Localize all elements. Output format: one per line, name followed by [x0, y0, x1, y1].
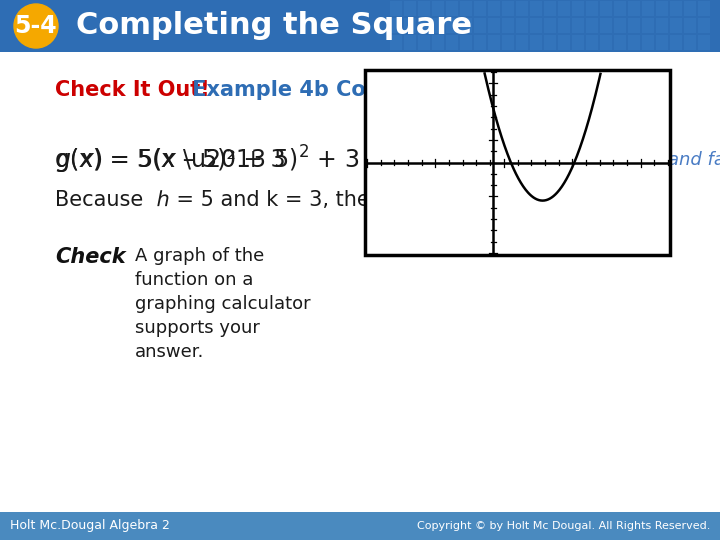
Text: Example 4b Continued: Example 4b Continued [185, 80, 456, 100]
FancyBboxPatch shape [502, 35, 514, 50]
Text: Check: Check [55, 247, 125, 267]
FancyBboxPatch shape [586, 18, 598, 33]
FancyBboxPatch shape [446, 1, 458, 16]
FancyBboxPatch shape [446, 18, 458, 33]
FancyBboxPatch shape [600, 18, 612, 33]
FancyBboxPatch shape [418, 35, 430, 50]
FancyBboxPatch shape [684, 18, 696, 33]
FancyBboxPatch shape [614, 18, 626, 33]
FancyBboxPatch shape [628, 35, 640, 50]
FancyBboxPatch shape [474, 35, 486, 50]
Text: Check It Out!: Check It Out! [55, 80, 210, 100]
FancyBboxPatch shape [474, 1, 486, 16]
FancyBboxPatch shape [628, 1, 640, 16]
FancyBboxPatch shape [698, 1, 710, 16]
FancyBboxPatch shape [558, 35, 570, 50]
FancyBboxPatch shape [390, 35, 402, 50]
FancyBboxPatch shape [460, 18, 472, 33]
FancyBboxPatch shape [460, 35, 472, 50]
Text: supports your: supports your [135, 319, 260, 337]
FancyBboxPatch shape [586, 1, 598, 16]
FancyBboxPatch shape [586, 35, 598, 50]
FancyBboxPatch shape [684, 1, 696, 16]
FancyBboxPatch shape [404, 35, 416, 50]
FancyBboxPatch shape [516, 1, 528, 16]
FancyBboxPatch shape [516, 18, 528, 33]
FancyBboxPatch shape [572, 18, 584, 33]
FancyBboxPatch shape [530, 18, 542, 33]
FancyBboxPatch shape [0, 0, 720, 52]
FancyBboxPatch shape [684, 35, 696, 50]
FancyBboxPatch shape [488, 18, 500, 33]
FancyBboxPatch shape [698, 35, 710, 50]
FancyBboxPatch shape [432, 35, 444, 50]
FancyBboxPatch shape [432, 1, 444, 16]
FancyBboxPatch shape [502, 1, 514, 16]
Text: answer.: answer. [135, 343, 204, 361]
FancyBboxPatch shape [558, 1, 570, 16]
Text: Because  ℎ = 5 and k = 3, the vertex is (5, 3).: Because ℎ = 5 and k = 3, the vertex is (… [55, 190, 536, 210]
FancyBboxPatch shape [446, 35, 458, 50]
FancyBboxPatch shape [390, 1, 402, 16]
FancyBboxPatch shape [614, 1, 626, 16]
FancyBboxPatch shape [488, 35, 500, 50]
FancyBboxPatch shape [656, 18, 668, 33]
FancyBboxPatch shape [572, 35, 584, 50]
Text: Simplify and factor.: Simplify and factor. [590, 151, 720, 169]
FancyBboxPatch shape [600, 1, 612, 16]
FancyBboxPatch shape [614, 35, 626, 50]
FancyBboxPatch shape [670, 1, 682, 16]
FancyBboxPatch shape [404, 18, 416, 33]
FancyBboxPatch shape [390, 18, 402, 33]
FancyBboxPatch shape [488, 1, 500, 16]
Text: Holt Mc.Dougal Algebra 2: Holt Mc.Dougal Algebra 2 [10, 519, 170, 532]
FancyBboxPatch shape [404, 1, 416, 16]
FancyBboxPatch shape [558, 18, 570, 33]
Text: $g$($x$) = 5($x$ \u2013 5)$^2$ + 3: $g$($x$) = 5($x$ \u2013 5)$^2$ + 3 [55, 144, 359, 176]
FancyBboxPatch shape [418, 1, 430, 16]
FancyBboxPatch shape [544, 35, 556, 50]
Text: 5-4: 5-4 [14, 14, 58, 38]
FancyBboxPatch shape [656, 1, 668, 16]
FancyBboxPatch shape [642, 1, 654, 16]
FancyBboxPatch shape [642, 35, 654, 50]
FancyBboxPatch shape [474, 18, 486, 33]
Circle shape [14, 4, 58, 48]
FancyBboxPatch shape [530, 1, 542, 16]
FancyBboxPatch shape [544, 1, 556, 16]
FancyBboxPatch shape [698, 18, 710, 33]
FancyBboxPatch shape [418, 18, 430, 33]
FancyBboxPatch shape [656, 35, 668, 50]
Text: Copyright © by Holt Mc Dougal. All Rights Reserved.: Copyright © by Holt Mc Dougal. All Right… [417, 521, 710, 531]
Text: A graph of the: A graph of the [135, 247, 264, 265]
FancyBboxPatch shape [600, 35, 612, 50]
Text: function on a: function on a [135, 271, 253, 289]
FancyBboxPatch shape [642, 18, 654, 33]
FancyBboxPatch shape [670, 35, 682, 50]
Text: Completing the Square: Completing the Square [76, 11, 472, 40]
FancyBboxPatch shape [0, 512, 720, 540]
FancyBboxPatch shape [530, 35, 542, 50]
Text: g(x) = 5(x – 5)² + 3: g(x) = 5(x – 5)² + 3 [55, 148, 286, 172]
FancyBboxPatch shape [432, 18, 444, 33]
FancyBboxPatch shape [572, 1, 584, 16]
FancyBboxPatch shape [628, 18, 640, 33]
Text: graphing calculator: graphing calculator [135, 295, 310, 313]
FancyBboxPatch shape [502, 18, 514, 33]
FancyBboxPatch shape [516, 35, 528, 50]
FancyBboxPatch shape [670, 18, 682, 33]
FancyBboxPatch shape [365, 70, 670, 255]
FancyBboxPatch shape [544, 18, 556, 33]
FancyBboxPatch shape [460, 1, 472, 16]
